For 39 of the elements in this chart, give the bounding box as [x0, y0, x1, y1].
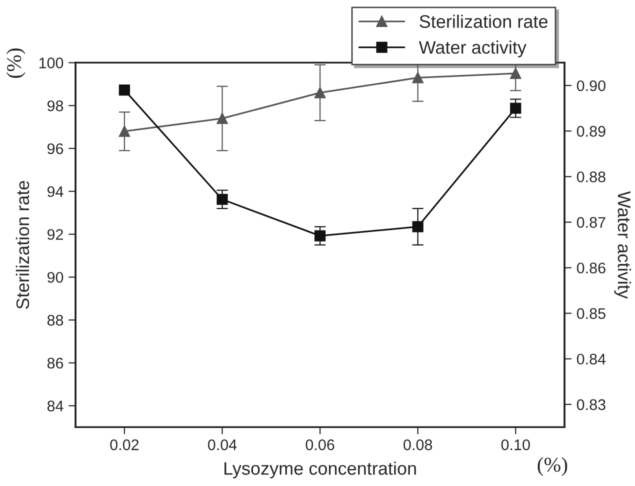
y2-tick-label: 0.90 [576, 80, 606, 92]
y-tick-label: 94 [47, 186, 64, 198]
y-tick-label: 96 [47, 143, 64, 154]
x-tick-label: 0.06 [306, 439, 334, 450]
x-tick-label: 0.10 [501, 439, 530, 450]
point [216, 194, 228, 205]
point [510, 68, 522, 79]
point [118, 84, 130, 96]
point [314, 230, 326, 242]
point [216, 112, 228, 124]
y-tick-label: 86 [47, 358, 64, 369]
x-tick-label: 0.02 [110, 439, 139, 450]
y2-tick-label: 0.88 [576, 171, 606, 182]
point [412, 221, 424, 232]
y-tick-label: 92 [47, 229, 63, 240]
text: (%) [538, 457, 568, 476]
x-tick-label: 0.04 [208, 439, 237, 450]
y2-tick-label: 0.89 [576, 126, 606, 137]
x-tick-label: 0.08 [404, 439, 432, 450]
y2-axis-title: Water activity [614, 191, 632, 299]
point [412, 72, 424, 84]
y-tick-label: 88 [47, 314, 64, 326]
x-axis-title: Lysozyme concentration [224, 462, 416, 478]
y-tick-label: 84 [47, 400, 64, 412]
y2-tick-label: 0.87 [576, 217, 606, 228]
y2-tick-label: 0.84 [576, 354, 606, 365]
y-tick-label: 98 [47, 100, 64, 112]
legend-label: Water activity [418, 40, 526, 58]
y2-tick-label: 0.85 [576, 308, 606, 319]
y-tick-label: 100 [39, 58, 64, 68]
y2-tick-label: 0.86 [576, 262, 606, 274]
y-tick-label: 90 [47, 272, 64, 283]
legend-label: Sterilization rate [420, 14, 548, 28]
point [118, 126, 130, 137]
y2-tick-label: 0.83 [576, 399, 606, 410]
point [314, 87, 326, 98]
text: (%) [6, 48, 26, 78]
y-axis-title: Sterilization rate [16, 181, 30, 309]
point [510, 102, 522, 114]
